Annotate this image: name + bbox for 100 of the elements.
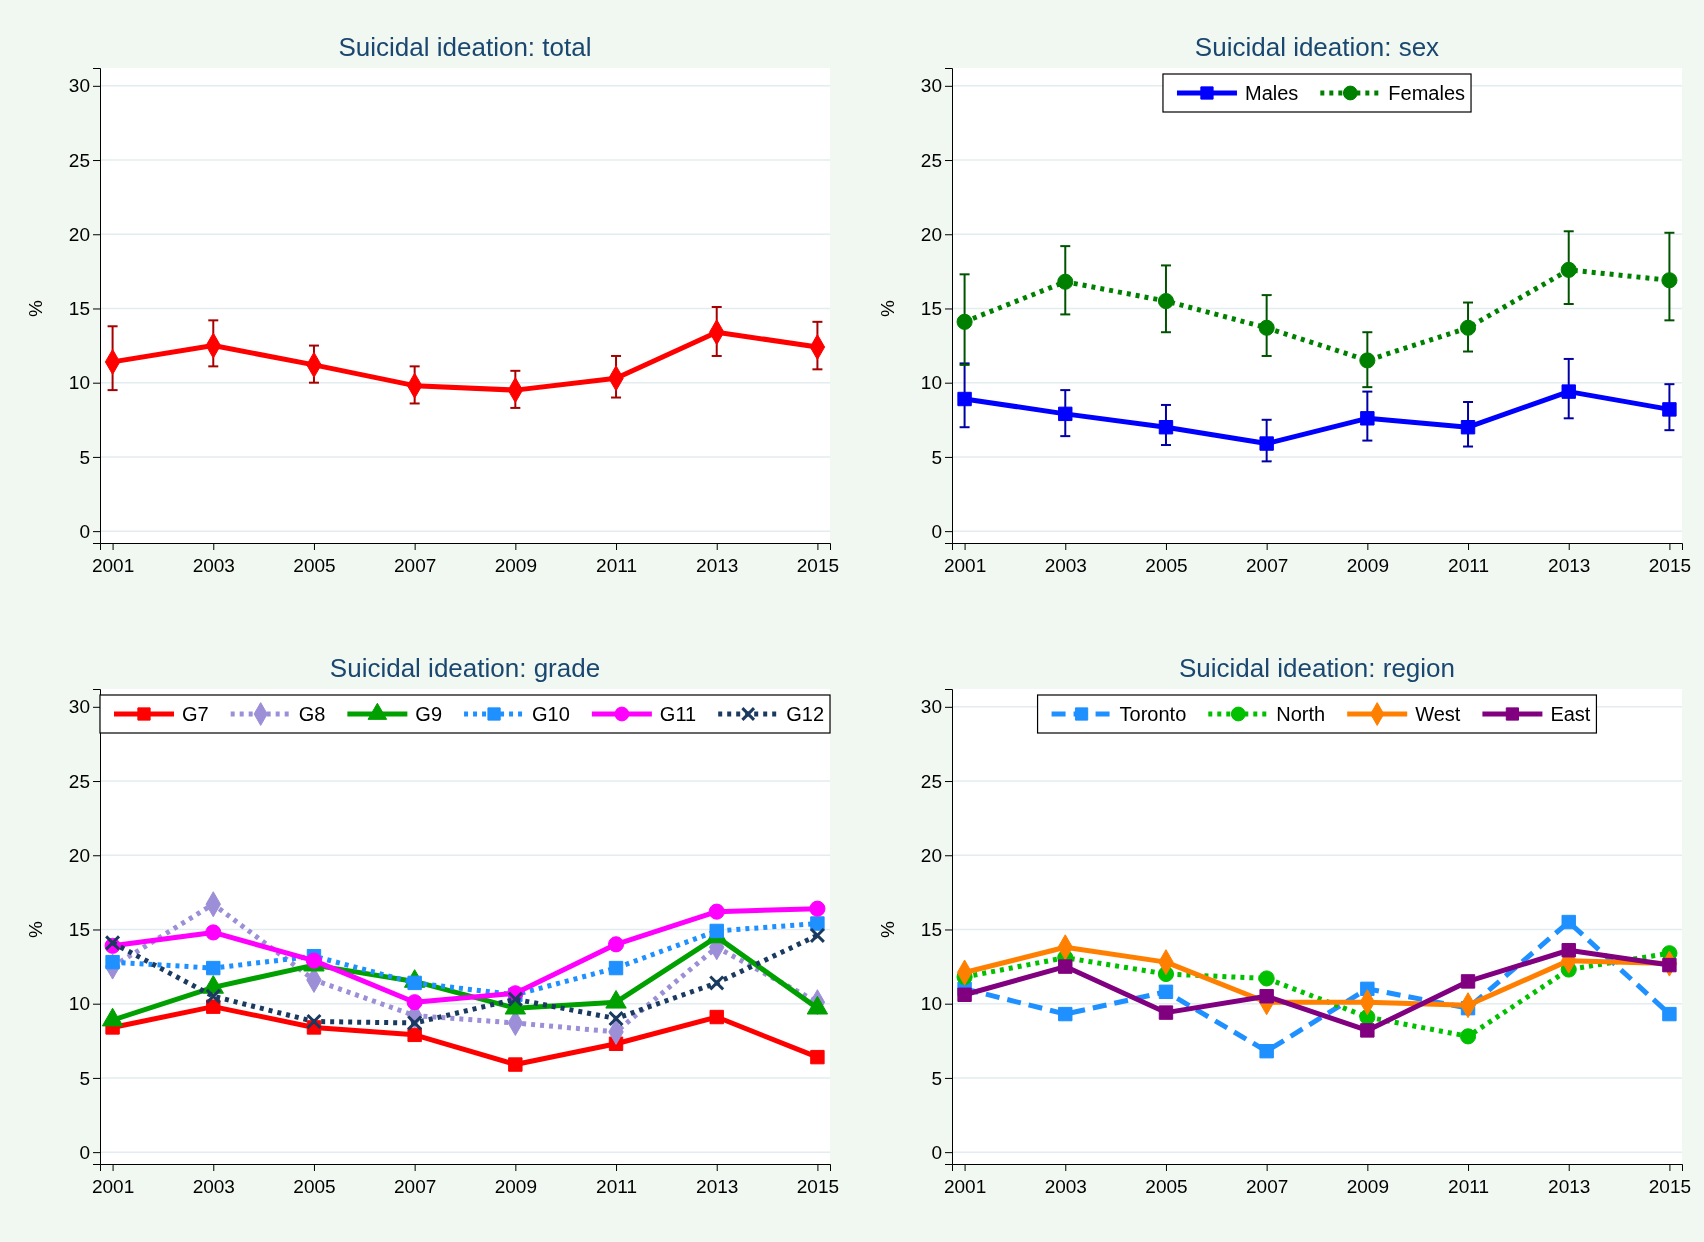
y-tick-label: 5 <box>931 446 942 468</box>
point <box>1058 1006 1073 1022</box>
point <box>1662 1006 1677 1022</box>
point <box>1259 436 1274 451</box>
y-tick-label: 15 <box>68 298 90 320</box>
legend-label: West <box>1415 703 1461 725</box>
x-tick-label: 2011 <box>596 1176 637 1197</box>
point <box>1561 943 1576 958</box>
x-tick-label: 2003 <box>192 1176 235 1197</box>
y-tick-label: 25 <box>68 149 90 171</box>
y-tick-label: 30 <box>920 696 942 718</box>
point <box>1157 292 1175 310</box>
point <box>1058 959 1073 974</box>
x-tick-label: 2003 <box>1044 555 1087 576</box>
point <box>205 988 222 1005</box>
x-tick-label: 2001 <box>91 555 135 576</box>
legend-label: G10 <box>532 703 570 725</box>
x-tick-label: 2013 <box>1548 1176 1591 1197</box>
point <box>406 1015 423 1031</box>
y-axis-title: % <box>25 299 46 317</box>
x-tick-label: 2007 <box>394 555 437 576</box>
point <box>809 900 826 917</box>
x-tick-label: 2009 <box>494 555 537 576</box>
y-tick-label: 5 <box>931 1067 942 1089</box>
point <box>1259 1043 1274 1059</box>
x-tick-label: 2001 <box>91 1176 135 1197</box>
point <box>1158 1005 1174 1020</box>
point <box>1158 420 1174 435</box>
legend-label: East <box>1550 703 1591 725</box>
x-tick-label: 2001 <box>943 1176 987 1197</box>
chart-title: Suicidal ideation: total <box>338 32 592 62</box>
y-tick-label: 0 <box>79 520 90 542</box>
point <box>1662 957 1677 973</box>
x-tick-label: 2013 <box>696 1176 739 1197</box>
point <box>608 1010 624 1027</box>
point <box>1258 970 1275 987</box>
point <box>1057 273 1074 290</box>
y-tick-label: 30 <box>68 696 90 718</box>
y-axis-title: % <box>877 299 898 317</box>
point <box>1459 319 1477 336</box>
y-tick-label: 30 <box>68 75 90 97</box>
y-tick-label: 10 <box>68 993 90 1015</box>
x-tick-label: 2001 <box>943 555 987 576</box>
point <box>1561 384 1576 399</box>
point <box>1460 420 1476 435</box>
y-tick-label: 25 <box>920 770 942 792</box>
point <box>205 924 222 941</box>
y-tick-label: 10 <box>920 993 942 1015</box>
y-tick-label: 15 <box>68 919 90 941</box>
x-tick-label: 2015 <box>1648 1176 1692 1197</box>
x-tick-label: 2013 <box>696 555 739 576</box>
point <box>206 960 221 976</box>
legend-label: Females <box>1388 82 1466 104</box>
x-tick-label: 2009 <box>494 1176 537 1197</box>
point <box>608 960 624 976</box>
legend-label: G9 <box>415 703 443 725</box>
point <box>709 923 724 939</box>
point <box>1360 411 1375 426</box>
y-tick-label: 20 <box>920 844 942 866</box>
x-tick-label: 2003 <box>1044 1176 1087 1197</box>
point <box>607 936 625 953</box>
y-axis-title: % <box>877 920 898 938</box>
point <box>1259 989 1274 1004</box>
y-tick-label: 10 <box>920 372 942 394</box>
point <box>809 927 826 944</box>
y-tick-label: 15 <box>920 919 942 941</box>
y-tick-label: 20 <box>920 223 942 245</box>
chart-title: Suicidal ideation: sex <box>1194 32 1440 62</box>
x-tick-label: 2005 <box>293 555 336 576</box>
x-tick-label: 2005 <box>1145 1176 1188 1197</box>
point <box>708 903 725 920</box>
y-tick-label: 5 <box>79 446 90 468</box>
y-tick-label: 0 <box>79 1141 90 1163</box>
y-tick-label: 5 <box>79 1067 90 1089</box>
point <box>1158 984 1174 1000</box>
point <box>810 916 825 931</box>
point <box>406 994 423 1011</box>
point <box>1661 272 1678 289</box>
legend-label: G12 <box>786 703 825 725</box>
y-tick-label: 10 <box>68 372 90 394</box>
x-tick-label: 2009 <box>1346 1176 1389 1197</box>
y-tick-label: 25 <box>920 149 942 171</box>
point <box>1561 914 1576 930</box>
point <box>956 313 973 330</box>
point <box>1662 402 1677 417</box>
point <box>1459 1028 1477 1045</box>
x-tick-label: 2015 <box>1648 555 1692 576</box>
y-axis-title: % <box>25 920 46 938</box>
y-tick-label: 20 <box>68 844 90 866</box>
point <box>1360 1023 1375 1038</box>
point <box>957 987 972 1002</box>
y-tick-label: 0 <box>931 520 942 542</box>
point <box>1359 352 1376 369</box>
point <box>1460 974 1476 989</box>
y-tick-label: 25 <box>68 770 90 792</box>
x-tick-label: 2005 <box>1145 555 1188 576</box>
chart-title: Suicidal ideation: region <box>1178 653 1456 683</box>
x-tick-label: 2005 <box>293 1176 336 1197</box>
legend-label: Toronto <box>1119 703 1187 725</box>
point <box>407 1027 422 1043</box>
